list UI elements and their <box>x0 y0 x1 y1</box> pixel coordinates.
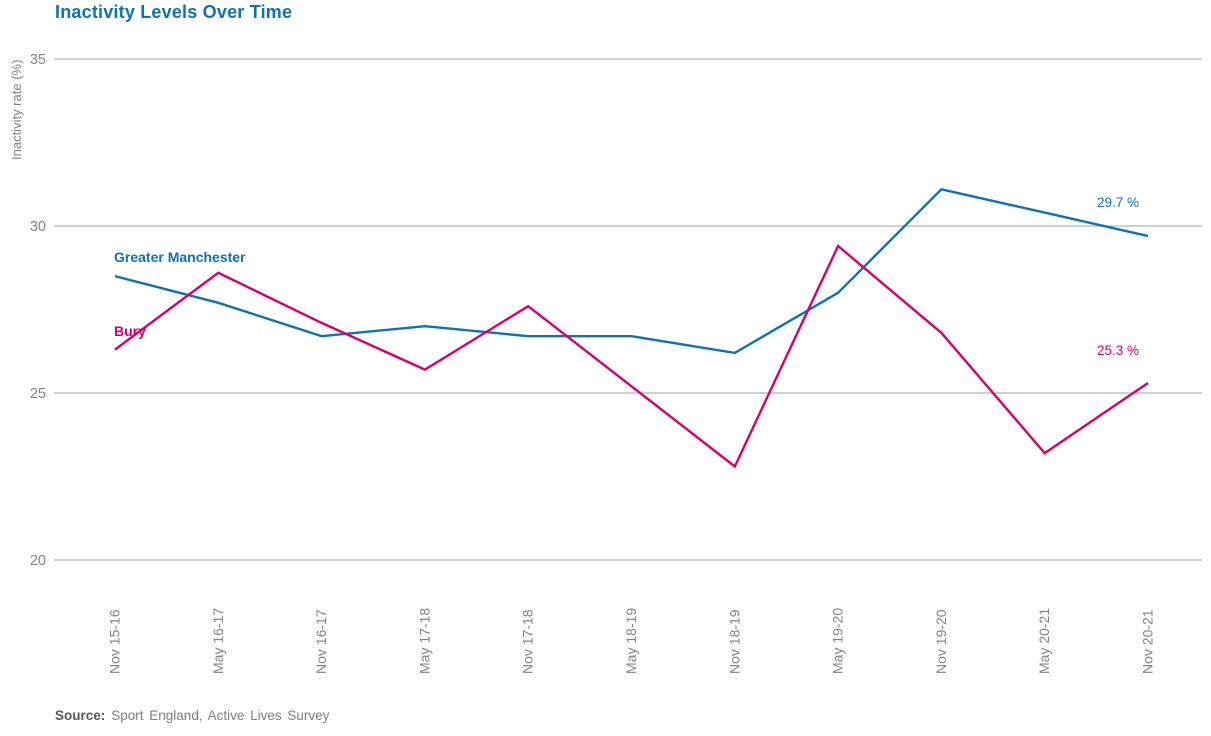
y-tick-label-20: 20 <box>30 553 46 569</box>
x-tick-label: Nov 17-18 <box>520 609 536 674</box>
y-axis-title: Inactivity rate (%) <box>9 59 24 160</box>
end-value-label-greater-manchester: 29.7 % <box>1097 195 1140 210</box>
y-tick-label-25: 25 <box>30 386 46 402</box>
x-tick-label: Nov 20-21 <box>1140 609 1156 674</box>
y-tick-label-30: 30 <box>30 219 46 235</box>
chart-title: Inactivity Levels Over Time <box>55 2 293 22</box>
x-tick-label: May 16-17 <box>210 608 226 674</box>
source-label: Source: <box>55 708 106 723</box>
end-value-label-bury: 25.3 % <box>1097 343 1140 358</box>
x-tick-label: May 18-19 <box>623 608 639 674</box>
x-tick-label: May 19-20 <box>830 608 846 674</box>
y-tick-label-35: 35 <box>30 52 46 68</box>
x-tick-label: May 17-18 <box>416 608 432 674</box>
x-tick-label: Nov 18-19 <box>726 609 742 674</box>
series-label-greater-manchester: Greater Manchester <box>114 249 246 265</box>
series-line-bury <box>114 244 1149 469</box>
source-text: Sport England, Active Lives Survey <box>111 708 330 723</box>
series-line-greater-manchester <box>114 187 1149 355</box>
x-tick-label: Nov 16-17 <box>313 609 329 674</box>
series-label-bury: Bury <box>114 323 146 339</box>
x-tick-label: Nov 15-16 <box>107 609 123 674</box>
x-tick-label: May 20-21 <box>1036 608 1052 674</box>
x-tick-label: Nov 19-20 <box>933 609 949 674</box>
source-note: Source: Sport England, Active Lives Surve… <box>55 708 329 723</box>
